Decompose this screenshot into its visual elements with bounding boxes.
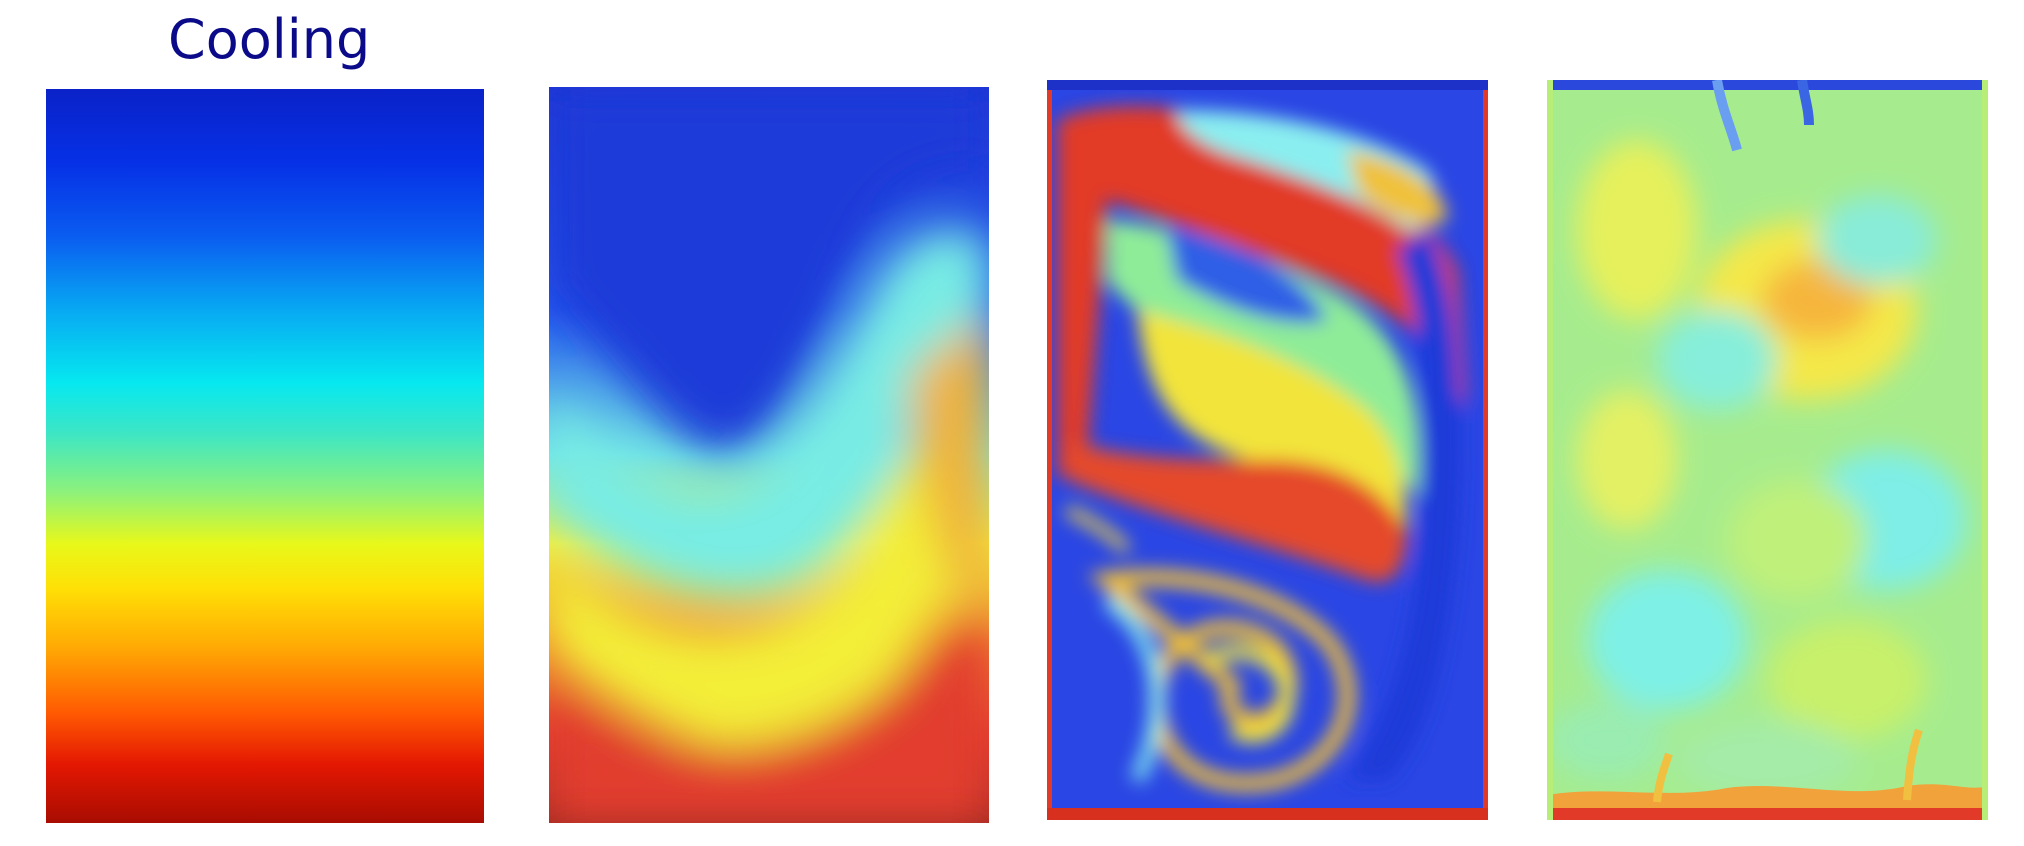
temperature-field-panel-3 bbox=[1047, 80, 1488, 820]
turbulent-mixing-graphic bbox=[1547, 80, 1988, 820]
temperature-field-panel-1 bbox=[46, 89, 484, 823]
figure-title: Cooling bbox=[168, 8, 371, 71]
temperature-field-panel-4 bbox=[1547, 80, 1988, 820]
temperature-field-panel-2 bbox=[549, 87, 989, 823]
overturning-field-graphic bbox=[549, 87, 989, 823]
stratified-temperature-gradient bbox=[46, 89, 484, 823]
convection-roll-graphic bbox=[1047, 80, 1488, 820]
